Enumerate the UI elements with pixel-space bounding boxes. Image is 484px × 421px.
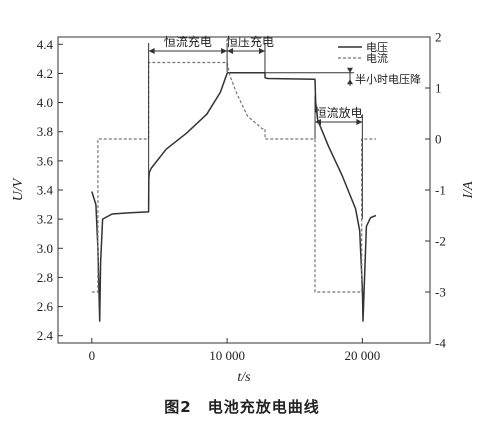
y-left-tick-label: 2.6 (37, 299, 54, 314)
y-right-tick-label: 0 (435, 132, 442, 147)
y-left-tick-label: 2.8 (37, 270, 53, 285)
cv-charge-arrow-arrowhead (258, 48, 265, 54)
cc-discharge-arrow-arrowhead (315, 119, 322, 125)
y-right-tick-label: -1 (435, 183, 446, 198)
y-left-tick-label: 2.4 (37, 328, 54, 343)
voltage-drop-label: 半小时电压降 (355, 72, 421, 86)
y-left-axis-label: U/V (11, 177, 26, 201)
y-left-tick-label: 3.0 (37, 241, 53, 256)
x-tick-label: 10 000 (209, 348, 245, 363)
voltage-series-line (91, 71, 377, 322)
y-left-tick-label: 3.8 (37, 124, 53, 139)
charge-discharge-chart: 0 10 000 20 000 2.4 2.6 2.8 3.0 3.2 3.4 3.6 3.8 4.0… (11, 30, 476, 386)
cv-charge-arrow-arrowhead (227, 48, 234, 54)
y-right-tick-label: -3 (435, 285, 446, 300)
x-tick-label: 20 000 (344, 348, 380, 363)
x-axis-label: t/s (237, 370, 251, 385)
voltage-drop-arrowhead (347, 79, 353, 85)
cc-discharge-label: 恒流放电 (315, 105, 363, 120)
voltage-drop-arrowhead (347, 67, 353, 73)
cc-charge-arrow-arrowhead (221, 48, 228, 54)
legend-label: 电流 (366, 51, 388, 65)
cc-discharge-arrow-arrowhead (356, 119, 363, 125)
y-right-axis-label: I/A (461, 181, 476, 200)
y-right-tick-label: -2 (435, 234, 446, 249)
y-right-tick-label: 2 (435, 30, 442, 45)
y-left-tick-label: 3.6 (37, 153, 54, 168)
y-right-tick-label: 1 (435, 81, 442, 96)
current-series-line (91, 61, 376, 293)
legend-label: 电压 (366, 41, 388, 54)
cc-charge-arrow-arrowhead (148, 48, 155, 54)
y-left-tick-label: 4.0 (37, 95, 53, 110)
y-left-tick-label: 4.2 (37, 66, 53, 81)
y-left-tick-label: 4.4 (37, 37, 54, 52)
y-left-tick-label: 3.4 (37, 183, 54, 198)
cv-charge-label: 恒压充电 (226, 34, 274, 49)
cc-charge-label: 恒流充电 (164, 34, 212, 49)
y-left-tick-label: 3.2 (37, 212, 53, 227)
x-tick-label: 0 (89, 348, 96, 363)
figure-caption: 图2 电池充放电曲线 (164, 398, 320, 416)
y-right-tick-label: -4 (435, 336, 446, 351)
